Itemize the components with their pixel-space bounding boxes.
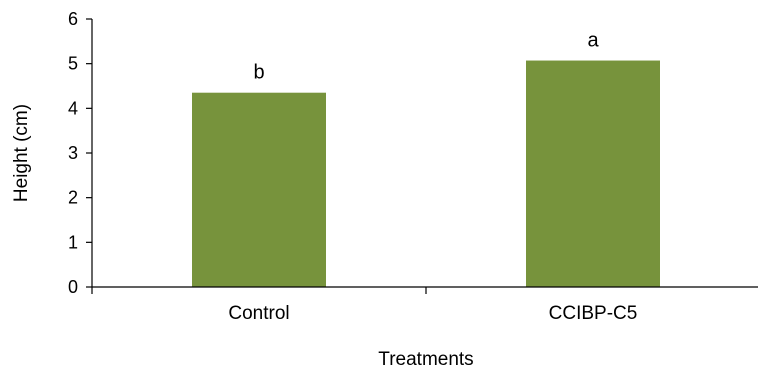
y-tick-label: 0 <box>68 277 78 297</box>
bars <box>192 60 660 287</box>
y-axis-title: Height (cm) <box>11 104 32 202</box>
y-tick-label: 3 <box>68 143 78 163</box>
y-tick-label: 2 <box>68 188 78 208</box>
bar-ccibp-c5 <box>526 60 660 287</box>
y-tick-label: 6 <box>68 9 78 29</box>
x-category-label: Control <box>228 303 289 324</box>
y-tick-label: 4 <box>68 98 78 118</box>
x-axis-ticks: Control CCIBP-C5 <box>91 287 638 324</box>
y-tick-label: 1 <box>68 232 78 252</box>
bar-control <box>192 92 326 287</box>
y-axis-ticks: 0 1 2 3 4 5 6 <box>68 9 92 297</box>
y-tick-label: 5 <box>68 54 78 74</box>
x-axis-title: Treatments <box>378 349 473 370</box>
x-category-label: CCIBP-C5 <box>549 303 638 324</box>
bar-labels: ba <box>253 30 599 84</box>
bar-significance-label: a <box>587 30 599 52</box>
bar-significance-label: b <box>253 62 264 84</box>
